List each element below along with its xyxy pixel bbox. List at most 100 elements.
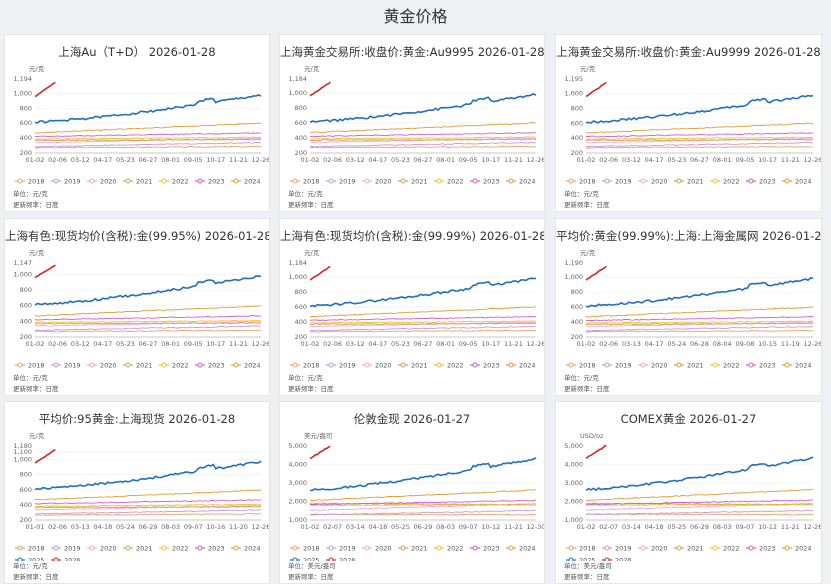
x-tick-label: 11-21 — [229, 340, 248, 348]
legend-label: 2020 — [651, 545, 668, 553]
legend-marker — [640, 545, 646, 551]
chart-title: 上海Au（T+D） 2026-01-28 — [58, 45, 216, 59]
unit-note: 单位：元/克 — [564, 374, 599, 382]
series-line-2023 — [585, 499, 814, 506]
unit-note: 单位：元/克 — [13, 190, 48, 198]
series-line-2022 — [309, 504, 537, 507]
legend-marker — [568, 178, 574, 184]
legend-label: 2020 — [375, 178, 392, 186]
x-tick-label: 03-12 — [346, 156, 365, 164]
legend-marker — [53, 178, 59, 184]
unit-note: 单位：元/克 — [288, 374, 323, 382]
x-tick-label: 08-01 — [713, 156, 732, 164]
legend-label: 2024 — [795, 178, 812, 186]
legend-marker — [53, 545, 59, 551]
x-tick-label: 01-02 — [26, 156, 45, 164]
y-tick-label: 1,000 — [288, 516, 307, 524]
legend-label: 2024 — [795, 362, 812, 370]
legend-marker — [604, 178, 610, 184]
series-line-2025 — [309, 277, 537, 308]
legend-label: 2026 — [339, 557, 356, 562]
legend-label: 2024 — [519, 362, 536, 370]
x-tick-label: 02-06 — [599, 156, 618, 164]
x-tick-label: 02-06 — [48, 156, 67, 164]
series-line-2022 — [34, 136, 262, 140]
unit-note: 单位：元/克 — [564, 190, 599, 198]
legend-label: 2021 — [411, 545, 428, 553]
series-line-2021 — [34, 505, 262, 509]
x-tick-label: 01-02 — [577, 523, 596, 531]
series-line-2018 — [34, 513, 262, 516]
legend-label: 2024 — [244, 362, 261, 370]
series-line-2018 — [585, 146, 814, 149]
x-tick-label: 11-20 — [229, 523, 248, 531]
x-tick-label: 12-26 — [804, 523, 822, 531]
legend-marker — [197, 362, 203, 368]
series-line-2023 — [309, 316, 537, 322]
series-line-2024 — [585, 488, 814, 502]
y-tick-label: 800 — [295, 288, 307, 296]
legend-marker — [17, 362, 23, 368]
x-tick-label: 05-23 — [116, 340, 135, 348]
x-tick-label: 02-07 — [599, 523, 618, 531]
series-line-2026 — [34, 81, 56, 98]
series-line-2024 — [35, 489, 262, 501]
x-tick-label: 10-16 — [206, 523, 225, 531]
x-tick-label: 05-23 — [667, 156, 686, 164]
series-line-2019 — [34, 325, 261, 332]
y-tick-label: 600 — [20, 119, 32, 127]
series-line-2023 — [310, 499, 537, 506]
legend-label: 2021 — [687, 362, 704, 370]
x-tick-label: 10-17 — [481, 156, 500, 164]
series-line-2018 — [34, 145, 262, 149]
series-line-2025 — [585, 456, 814, 492]
legend-marker — [125, 545, 131, 551]
series-line-2024 — [309, 489, 537, 502]
legend-marker — [161, 362, 167, 368]
series-line-2018 — [309, 145, 537, 149]
x-tick-label: 04-17 — [93, 340, 112, 348]
y-tick-label: 1,180 — [13, 442, 32, 450]
legend-label: 2023 — [759, 545, 776, 553]
frequency-note: 更新频率：日度 — [288, 573, 334, 581]
y-tick-label: 1,184 — [288, 259, 307, 267]
legend-marker — [328, 178, 334, 184]
x-tick-label: 12-26 — [804, 156, 822, 164]
legend-label: 2021 — [411, 178, 428, 186]
legend-label: 2018 — [303, 178, 320, 186]
x-tick-label: 09-05 — [184, 340, 203, 348]
x-tick-label: 12-26 — [804, 340, 822, 348]
legend-label: 2020 — [375, 545, 392, 553]
legend-marker — [568, 362, 574, 368]
x-tick-label: 12-26 — [527, 156, 545, 164]
legend-label: 2018 — [303, 545, 320, 553]
legend-marker — [125, 178, 131, 184]
legend-marker — [568, 557, 574, 561]
legend-label: 2025 — [303, 557, 320, 562]
chart-grid: 上海Au（T+D） 2026-01-28 元/克 1,194 1,000 800 600 4… — [4, 34, 827, 584]
series-line-2018 — [586, 329, 814, 333]
chart-title: COMEX黄金 2026-01-27 — [620, 412, 757, 426]
series-line-2021 — [309, 138, 537, 141]
frequency-note: 更新频率：日度 — [564, 201, 610, 209]
x-tick-label: 05-23 — [391, 340, 410, 348]
series-line-2019 — [309, 509, 537, 516]
legend-marker — [640, 362, 646, 368]
unit-note: 单位：元/克 — [13, 562, 48, 570]
legend-label: 2021 — [411, 362, 428, 370]
legend-marker — [197, 178, 203, 184]
x-tick-label: 02-06 — [323, 156, 342, 164]
legend-label: 2022 — [723, 362, 740, 370]
legend-marker — [89, 362, 95, 368]
legend-label: 2020 — [375, 362, 392, 370]
legend-label: 2023 — [483, 362, 500, 370]
series-line-2024 — [34, 305, 262, 317]
x-tick-label: 12-26 — [252, 523, 270, 531]
y-tick-label: 1,190 — [564, 259, 583, 267]
chart-footer: 单位：元/克更新频率：日度 — [564, 189, 610, 211]
series-line-2019 — [585, 325, 814, 332]
